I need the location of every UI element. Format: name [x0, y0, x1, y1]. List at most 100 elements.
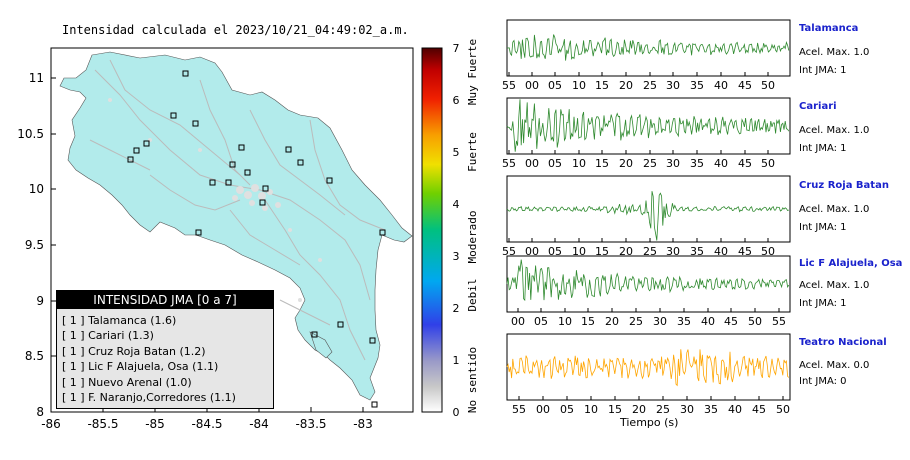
- time-tick: 35: [690, 157, 704, 170]
- waveform-trace: [506, 99, 790, 152]
- time-tick: 55: [502, 79, 516, 92]
- time-tick: 35: [690, 245, 704, 258]
- legend-item: [ 1 ] Cruz Roja Batan (1.2): [62, 344, 206, 358]
- colorbar-tick: 5: [453, 146, 460, 159]
- time-tick: 55: [512, 403, 526, 416]
- station-name: Lic F Alajuela, Osa: [799, 258, 903, 269]
- time-tick: 45: [738, 157, 752, 170]
- time-tick: 35: [704, 403, 718, 416]
- colorbar-tick: 1: [453, 354, 460, 367]
- station-int: Int JMA: 1: [799, 222, 847, 233]
- x-tick: -85.5: [87, 417, 118, 431]
- time-tick: 00: [511, 315, 525, 328]
- time-tick: 50: [776, 403, 790, 416]
- colorbar-label: Debil: [466, 278, 479, 311]
- station-acel: Acel. Max. 0.0: [799, 360, 870, 371]
- time-tick: 20: [619, 157, 633, 170]
- time-tick: 25: [629, 315, 643, 328]
- time-tick: 20: [632, 403, 646, 416]
- map-title: Intensidad calculada el 2023/10/21_04:49…: [62, 23, 409, 37]
- time-tick: 50: [761, 79, 775, 92]
- time-tick: 30: [666, 157, 680, 170]
- waveform-panel: 55 00 05 10 15 20 25 30 35 40 45 50: [502, 97, 791, 170]
- station-int: Int JMA: 1: [799, 143, 847, 154]
- x-tick: -83: [353, 417, 373, 431]
- colorbar-label: No sentido: [466, 347, 479, 413]
- time-tick: 35: [690, 79, 704, 92]
- station-acel: Acel. Max. 1.0: [799, 47, 870, 58]
- time-tick: 00: [525, 79, 539, 92]
- waveform-panel: 55 00 05 10 15 20 25 30 35 40 45 50: [502, 175, 791, 258]
- time-tick: 25: [643, 79, 657, 92]
- waveform-panel: 00 05 10 15 20 25 30 35 40 45 50 55: [506, 255, 791, 328]
- time-tick: 30: [666, 245, 680, 258]
- waveform-trace: [507, 34, 790, 61]
- colorbar-tick: 6: [453, 94, 460, 107]
- time-tick: 10: [572, 245, 586, 258]
- station-acel: Acel. Max. 1.0: [799, 280, 870, 291]
- time-tick: 30: [666, 79, 680, 92]
- y-tick: 8.5: [25, 349, 44, 363]
- colorbar-label: Fuerte: [466, 132, 479, 172]
- legend-item: [ 1 ] Talamanca (1.6): [62, 314, 177, 327]
- station-int: Int JMA: 0: [799, 376, 847, 387]
- time-tick: 45: [738, 79, 752, 92]
- time-tick: 05: [548, 157, 562, 170]
- time-tick: 40: [714, 157, 728, 170]
- station-int: Int JMA: 1: [799, 65, 847, 76]
- y-tick: 9.5: [25, 238, 44, 252]
- legend-title: INTENSIDAD JMA [0 a 7]: [57, 291, 273, 309]
- legend-item: [ 1 ] Cariari (1.3): [62, 329, 154, 343]
- station-name: Cariari: [799, 101, 837, 112]
- time-tick: 20: [619, 245, 633, 258]
- time-tick: 55: [502, 157, 516, 170]
- time-tick: 35: [677, 315, 691, 328]
- station-int: Int JMA: 1: [799, 298, 847, 309]
- colorbar-label: Moderado: [466, 211, 479, 264]
- road-network: [89, 59, 386, 361]
- time-tick: 30: [653, 315, 667, 328]
- time-tick: 45: [738, 245, 752, 258]
- time-tick: 55: [502, 245, 516, 258]
- time-tick: 00: [525, 157, 539, 170]
- colorbar-tick: 7: [453, 42, 460, 55]
- costa-rica-land: [59, 51, 413, 401]
- time-tick: 40: [714, 245, 728, 258]
- x-tick: -86: [41, 417, 61, 431]
- x-tick: -83.5: [295, 417, 326, 431]
- y-tick: 11: [29, 71, 44, 85]
- time-tick: 45: [752, 403, 766, 416]
- station-acel: Acel. Max. 1.0: [799, 204, 870, 215]
- time-tick: 05: [548, 245, 562, 258]
- colorbar-tick: 2: [453, 302, 460, 315]
- time-tick: 20: [605, 315, 619, 328]
- legend-item: [ 1 ] F. Naranjo,Corredores (1.1): [62, 390, 236, 404]
- time-tick: 40: [701, 315, 715, 328]
- colorbar-tick: 3: [453, 250, 460, 263]
- colorbar-tick: 0: [453, 406, 460, 419]
- time-tick: 50: [761, 245, 775, 258]
- waveform-trace: [506, 191, 789, 241]
- time-tick: 10: [558, 315, 572, 328]
- time-tick: 05: [534, 315, 548, 328]
- time-tick: 25: [643, 157, 657, 170]
- station-name: Talamanca: [799, 23, 859, 34]
- time-tick: 05: [548, 79, 562, 92]
- colorbar-label: Muy Fuerte: [466, 39, 479, 105]
- waveform-trace: [506, 349, 790, 387]
- waveform-panel: 55 00 05 10 15 20 25 30 35 40 45 50: [502, 19, 791, 92]
- x-tick: -84.5: [191, 417, 222, 431]
- station-acel: Acel. Max. 1.0: [799, 125, 870, 136]
- time-tick: 50: [761, 157, 775, 170]
- x-tick: -84: [249, 417, 269, 431]
- time-tick: 15: [581, 315, 595, 328]
- time-tick: 40: [728, 403, 742, 416]
- intensity-legend: INTENSIDAD JMA [0 a 7] [ 1 ] Talamanca (…: [56, 290, 274, 409]
- time-tick: 10: [572, 79, 586, 92]
- colorbar-tick: 4: [453, 198, 460, 211]
- x-axis-label: Tiempo (s): [620, 416, 679, 429]
- time-tick: 15: [608, 403, 622, 416]
- y-tick: 10: [29, 182, 44, 196]
- station-name: Teatro Nacional: [799, 337, 887, 348]
